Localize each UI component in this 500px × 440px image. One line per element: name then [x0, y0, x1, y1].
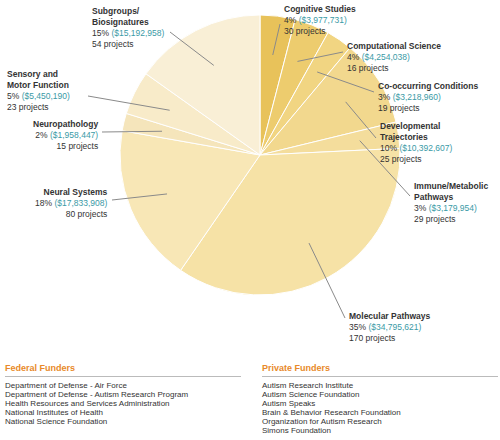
html-text:Health Resources and Services: Health Resources and Services Administra…: [5, 399, 170, 408]
svg-text:Molecular Pathways35% ($34,795: Molecular Pathways35% ($34,795,621)170 p…: [349, 311, 431, 343]
html-text:National Institutes of Health: National Institutes of Health: [5, 408, 103, 417]
html-text:Federal Funders: Federal Funders: [5, 363, 75, 373]
svg-text:Neural Systems18% ($17,833,908: Neural Systems18% ($17,833,908)80 projec…: [35, 187, 108, 219]
html-text:Simons Foundation: Simons Foundation: [262, 426, 331, 435]
html-text:Organization for Autism Resear: Organization for Autism Research: [262, 417, 382, 426]
svg-text:Neuropathology2% ($1,958,447)1: Neuropathology2% ($1,958,447)15 projects: [33, 119, 98, 151]
html-text:Department of Defense - Autism: Department of Defense - Autism Research …: [5, 390, 189, 399]
svg-text:Cognitive Studies4% ($3,977,73: Cognitive Studies4% ($3,977,731)30 proje…: [284, 4, 356, 36]
svg-text:Co-occurring Conditions3% ($3,: Co-occurring Conditions3% ($3,218,960)19…: [378, 81, 478, 113]
html-text:National Science Foundation: National Science Foundation: [5, 417, 108, 426]
html-text:Autism Speaks: Autism Speaks: [262, 399, 316, 408]
html-text:Autism Research Institute: Autism Research Institute: [262, 381, 354, 390]
html-text:Department of Defense - Air Fo: Department of Defense - Air Force: [5, 381, 127, 390]
html-text:Autism Science Foundation: Autism Science Foundation: [262, 390, 360, 399]
svg-text:Immune/MetabolicPathways3% ($3: Immune/MetabolicPathways3% ($3,179,954)2…: [414, 181, 488, 224]
html-text:Private Funders: Private Funders: [262, 363, 330, 373]
svg-text:Subgroups/Biosignatures15% ($1: Subgroups/Biosignatures15% ($15,192,958)…: [92, 6, 164, 49]
svg-text:Sensory andMotor Function5% ($: Sensory andMotor Function5% ($5,450,190)…: [7, 69, 70, 112]
html-text:Brain & Behavior Research Foun: Brain & Behavior Research Foundation: [262, 408, 401, 417]
svg-text:DevelopmentalTrajectories10% (: DevelopmentalTrajectories10% ($10,392,60…: [380, 121, 452, 164]
svg-text:Computational Science4% ($4,25: Computational Science4% ($4,254,038)16 p…: [347, 41, 441, 73]
